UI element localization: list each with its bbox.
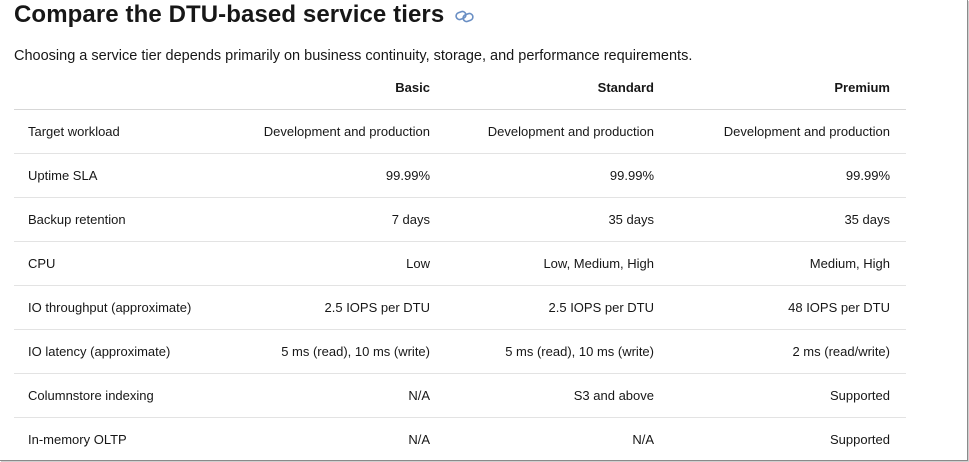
- basic-cell: 7 days: [217, 197, 446, 242]
- standard-cell: 5 ms (read), 10 ms (write): [446, 329, 670, 374]
- premium-cell: Development and production: [670, 109, 906, 154]
- feature-cell: IO latency (approximate): [14, 329, 217, 374]
- table-row: In-memory OLTP N/A N/A Supported: [14, 418, 906, 462]
- basic-cell: 2.5 IOPS per DTU: [217, 285, 446, 330]
- intro-text: Choosing a service tier depends primaril…: [14, 48, 693, 64]
- standard-cell: 35 days: [446, 197, 670, 242]
- basic-cell: N/A: [408, 432, 430, 447]
- basic-cell: 99.99%: [217, 153, 446, 198]
- table-row: Backup retention 7 days 35 days 35 days: [14, 197, 906, 242]
- premium-cell: Supported: [670, 373, 906, 418]
- feature-cell: In-memory OLTP: [28, 432, 127, 447]
- table-row: Target workload Development and productio…: [14, 109, 906, 154]
- premium-cell: Supported: [830, 432, 890, 447]
- feature-cell: Backup retention: [14, 197, 217, 242]
- table-row: Uptime SLA 99.99% 99.99% 99.99%: [14, 153, 906, 198]
- standard-cell: N/A: [632, 432, 654, 447]
- table-row: IO latency (approximate) 5 ms (read), 10 …: [14, 329, 906, 374]
- standard-cell: Development and production: [446, 109, 670, 154]
- column-header-basic: Basic: [217, 66, 446, 110]
- standard-cell: 2.5 IOPS per DTU: [446, 285, 670, 330]
- link-icon[interactable]: [454, 8, 476, 24]
- standard-cell: 99.99%: [446, 153, 670, 198]
- premium-cell: 35 days: [670, 197, 906, 242]
- column-header-feature: [14, 66, 217, 110]
- premium-cell: 2 ms (read/write): [670, 329, 906, 374]
- basic-cell: 5 ms (read), 10 ms (write): [217, 329, 446, 374]
- column-header-standard: Standard: [446, 66, 670, 110]
- table-row: IO throughput (approximate) 2.5 IOPS per …: [14, 285, 906, 330]
- table-row: Columnstore indexing N/A S3 and above Suppo…: [14, 373, 906, 418]
- basic-cell: Development and production: [217, 109, 446, 154]
- column-header-premium: Premium: [670, 66, 906, 110]
- feature-cell: Uptime SLA: [14, 153, 217, 198]
- premium-cell: Medium, High: [670, 241, 906, 286]
- feature-cell: IO throughput (approximate): [14, 285, 217, 330]
- premium-cell: 48 IOPS per DTU: [670, 285, 906, 330]
- basic-cell: Low: [217, 241, 446, 286]
- table-row: CPU Low Low, Medium, High Medium, High: [14, 241, 906, 286]
- heading-row: Compare the DTU-based service tiers: [14, 0, 476, 30]
- standard-cell: S3 and above: [446, 373, 670, 418]
- basic-cell: N/A: [217, 373, 446, 418]
- premium-cell: 99.99%: [670, 153, 906, 198]
- feature-cell: Target workload: [14, 109, 217, 154]
- feature-cell: Columnstore indexing: [14, 373, 217, 418]
- table-body: Target workload Development and productio…: [14, 109, 906, 462]
- standard-cell: Low, Medium, High: [446, 241, 670, 286]
- feature-cell: CPU: [14, 241, 217, 286]
- table-header-row: Basic Standard Premium: [14, 66, 906, 110]
- service-tier-table: Basic Standard Premium Target workload De…: [14, 66, 906, 461]
- page-title: Compare the DTU-based service tiers: [14, 1, 445, 28]
